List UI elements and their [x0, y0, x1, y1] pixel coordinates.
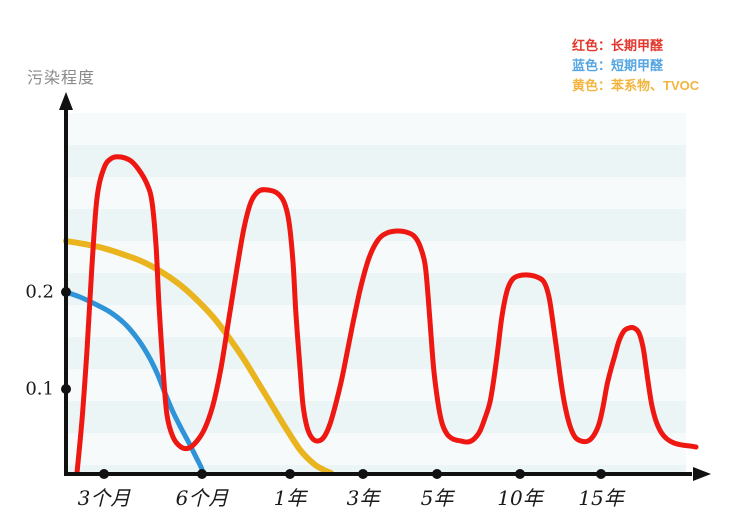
x-tick-dot-4 — [432, 469, 442, 479]
legend-item-blue: 蓝色：短期甲醛 — [572, 58, 664, 73]
y-axis-title: 污染程度 — [27, 70, 96, 87]
legend-item-red: 红色：长期甲醛 — [572, 38, 664, 53]
y-tick-label-1: 0.1 — [25, 378, 54, 400]
y-axis-arrowhead — [59, 92, 73, 110]
x-tick-label-0: 3个月 — [77, 486, 131, 510]
x-tick-dot-5 — [515, 469, 525, 479]
series-path-红色 — [74, 154, 699, 476]
series-path-黄色 — [63, 238, 334, 476]
x-tick-label-5: 10年 — [497, 486, 543, 510]
x-axis-arrowhead — [693, 467, 711, 481]
y-tick-dot-0 — [61, 287, 71, 297]
x-tick-dot-0 — [99, 469, 109, 479]
legend-item-yellow: 黄色：苯系物、TVOC — [572, 78, 700, 93]
x-tick-label-4: 5年 — [420, 486, 454, 510]
x-tick-dot-6 — [596, 469, 606, 479]
x-tick-label-6: 15年 — [578, 486, 624, 510]
x-tick-label-3: 3年 — [346, 486, 380, 510]
series-path-蓝色 — [63, 289, 206, 476]
x-tick-dot-3 — [358, 469, 368, 479]
legend: 红色：长期甲醛 蓝色：短期甲醛 黄色：苯系物、TVOC — [572, 36, 699, 96]
y-tick-dot-1 — [61, 384, 71, 394]
x-tick-label-1: 6个月 — [175, 486, 229, 510]
x-tick-label-2: 1年 — [273, 486, 307, 510]
y-tick-label-0: 0.2 — [25, 281, 54, 303]
x-tick-dot-2 — [285, 469, 295, 479]
x-tick-dot-1 — [197, 469, 207, 479]
